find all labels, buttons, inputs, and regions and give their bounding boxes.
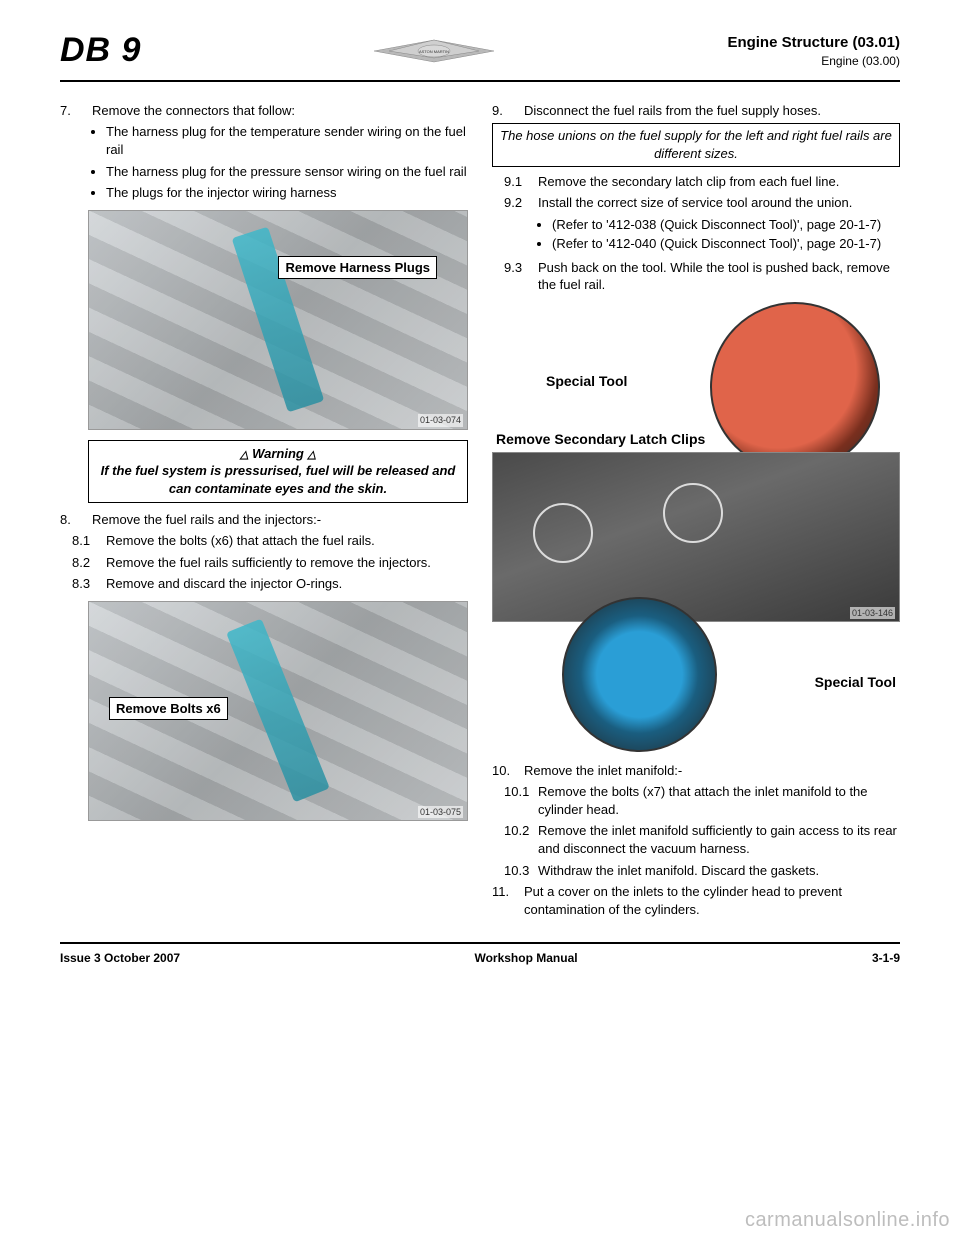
step-7: 7. Remove the connectors that follow: bbox=[60, 102, 468, 120]
substep-number: 9.3 bbox=[504, 259, 538, 294]
substep: 10.2 Remove the inlet manifold sufficien… bbox=[492, 822, 900, 857]
warning-label: Warning bbox=[252, 446, 304, 461]
step-text: Remove the fuel rails and the injectors:… bbox=[92, 511, 468, 529]
left-column: 7. Remove the connectors that follow: Th… bbox=[60, 102, 468, 922]
brand-logo: DB 9 bbox=[60, 28, 141, 74]
page-header: DB 9 ASTON MARTIN Engine Structure (03.0… bbox=[60, 28, 900, 82]
step-text: Disconnect the fuel rails from the fuel … bbox=[524, 102, 900, 120]
substep: 8.2 Remove the fuel rails sufficiently t… bbox=[60, 554, 468, 572]
step-text: Remove the inlet manifold:- bbox=[524, 762, 900, 780]
step-number: 8. bbox=[60, 511, 92, 529]
warning-triangle-icon: △ bbox=[308, 449, 316, 461]
figure-remove-bolts: Remove Bolts x6 01-03-075 bbox=[88, 601, 468, 821]
step-text: Remove the connectors that follow: bbox=[92, 102, 468, 120]
step-11: 11. Put a cover on the inlets to the cyl… bbox=[492, 883, 900, 918]
substep-text: Push back on the tool. While the tool is… bbox=[538, 259, 900, 294]
aston-martin-wings-icon: ASTON MARTIN bbox=[364, 36, 504, 66]
warning-box: △ Warning △ If the fuel system is pressu… bbox=[88, 440, 468, 503]
header-section-title: Engine Structure (03.01) Engine (03.00) bbox=[727, 33, 900, 69]
note-box: The hose unions on the fuel supply for t… bbox=[492, 123, 900, 166]
svg-text:ASTON MARTIN: ASTON MARTIN bbox=[419, 49, 449, 54]
step-number: 7. bbox=[60, 102, 92, 120]
substep-text: Install the correct size of service tool… bbox=[538, 194, 900, 255]
bullet-item: The plugs for the injector wiring harnes… bbox=[106, 184, 468, 202]
substep-number: 10.1 bbox=[504, 783, 538, 818]
substep-number: 8.2 bbox=[72, 554, 106, 572]
step-7-bullets: The harness plug for the temperature sen… bbox=[60, 123, 468, 201]
photo-label-special-tool: Special Tool bbox=[811, 673, 900, 692]
main-photo: 01-03-146 bbox=[492, 452, 900, 622]
figure-callout-label: Remove Harness Plugs bbox=[278, 256, 437, 280]
step-number: 10. bbox=[492, 762, 524, 780]
substep: 9.1 Remove the secondary latch clip from… bbox=[492, 173, 900, 191]
bullet-item: The harness plug for the pressure sensor… bbox=[106, 163, 468, 181]
substep: 9.2 Install the correct size of service … bbox=[492, 194, 900, 255]
substep-number: 9.1 bbox=[504, 173, 538, 191]
figure-special-tools: Special Tool Remove Secondary Latch Clip… bbox=[492, 302, 900, 752]
figure-callout-label: Remove Bolts x6 bbox=[109, 697, 228, 721]
footer-title: Workshop Manual bbox=[474, 950, 577, 966]
substep-text: Remove the fuel rails sufficiently to re… bbox=[106, 554, 468, 572]
inset-top-circle bbox=[710, 302, 880, 472]
substep-number: 10.2 bbox=[504, 822, 538, 857]
substep: 8.1 Remove the bolts (x6) that attach th… bbox=[60, 532, 468, 550]
substep: 10.1 Remove the bolts (x7) that attach t… bbox=[492, 783, 900, 818]
bullet-item: (Refer to '412-038 (Quick Disconnect Too… bbox=[552, 216, 900, 234]
photo-label-latch-clips: Remove Secondary Latch Clips bbox=[492, 430, 709, 449]
substep-text: Remove the bolts (x6) that attach the fu… bbox=[106, 532, 468, 550]
substep: 10.3 Withdraw the inlet manifold. Discar… bbox=[492, 862, 900, 880]
substep-number: 10.3 bbox=[504, 862, 538, 880]
step-10: 10. Remove the inlet manifold:- bbox=[492, 762, 900, 780]
substep-text: Remove the inlet manifold sufficiently t… bbox=[538, 822, 900, 857]
section-title: Engine Structure (03.01) bbox=[727, 33, 900, 53]
substep-number: 9.2 bbox=[504, 194, 538, 255]
figure-code: 01-03-074 bbox=[418, 414, 463, 426]
figure-code: 01-03-146 bbox=[850, 607, 895, 619]
figure-code: 01-03-075 bbox=[418, 806, 463, 818]
section-subtitle: Engine (03.00) bbox=[727, 53, 900, 69]
step-9: 9. Disconnect the fuel rails from the fu… bbox=[492, 102, 900, 120]
photo-label-special-tool: Special Tool bbox=[542, 372, 631, 391]
warning-text: If the fuel system is pressurised, fuel … bbox=[97, 462, 459, 497]
substep-text: Remove and discard the injector O-rings. bbox=[106, 575, 468, 593]
substep-number: 8.1 bbox=[72, 532, 106, 550]
bullet-item: (Refer to '412-040 (Quick Disconnect Too… bbox=[552, 235, 900, 253]
page-footer: Issue 3 October 2007 Workshop Manual 3-1… bbox=[60, 942, 900, 966]
right-column: 9. Disconnect the fuel rails from the fu… bbox=[492, 102, 900, 922]
warning-triangle-icon: △ bbox=[240, 449, 248, 461]
footer-issue: Issue 3 October 2007 bbox=[60, 950, 180, 966]
warning-title: △ Warning △ bbox=[97, 445, 459, 463]
bullet-item: The harness plug for the temperature sen… bbox=[106, 123, 468, 158]
footer-page-number: 3-1-9 bbox=[872, 950, 900, 966]
step-number: 9. bbox=[492, 102, 524, 120]
inset-bottom-circle bbox=[562, 597, 717, 752]
substep-text: Withdraw the inlet manifold. Discard the… bbox=[538, 862, 900, 880]
step-8: 8. Remove the fuel rails and the injecto… bbox=[60, 511, 468, 529]
figure-harness-plugs: Remove Harness Plugs 01-03-074 bbox=[88, 210, 468, 430]
substep: 9.3 Push back on the tool. While the too… bbox=[492, 259, 900, 294]
substep-number: 8.3 bbox=[72, 575, 106, 593]
substep-text: Remove the bolts (x7) that attach the in… bbox=[538, 783, 900, 818]
watermark: carmanualsonline.info bbox=[745, 1207, 950, 1234]
step-number: 11. bbox=[492, 883, 524, 918]
substep-text: Remove the secondary latch clip from eac… bbox=[538, 173, 900, 191]
step-text: Put a cover on the inlets to the cylinde… bbox=[524, 883, 900, 918]
substep: 8.3 Remove and discard the injector O-ri… bbox=[60, 575, 468, 593]
